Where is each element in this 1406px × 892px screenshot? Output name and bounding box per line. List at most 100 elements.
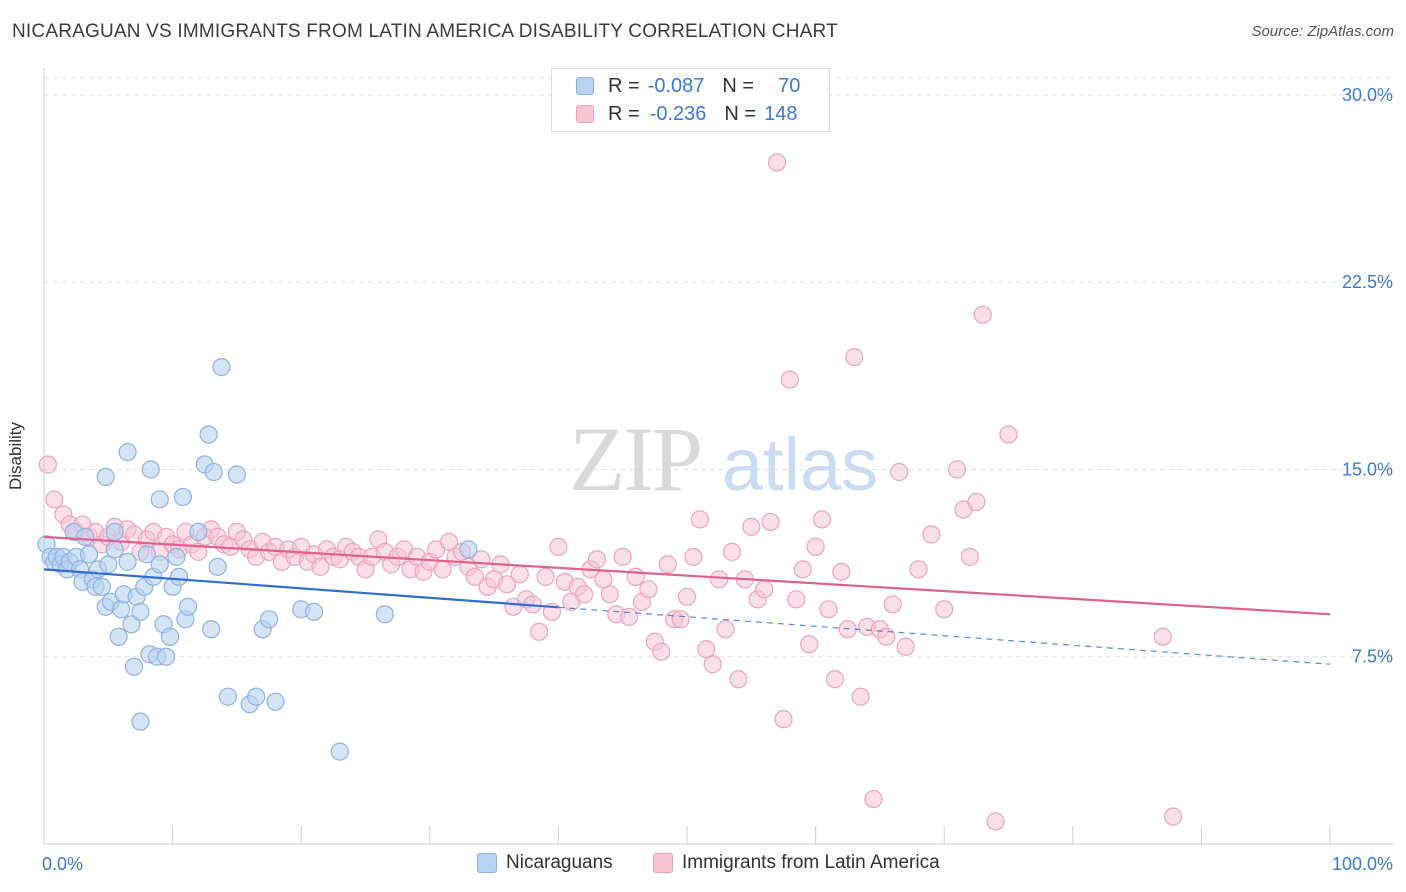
data-point-immigrants [620,607,639,626]
legend-swatch-pink [576,105,594,123]
y-tick-label: 7.5% [1352,647,1393,667]
data-point-nicaraguans [141,460,160,479]
data-point-nicaraguans [96,467,115,487]
legend-row-nicaraguans: R = -0.087 N = 70 [552,73,800,99]
trend-lines [43,535,1331,665]
data-point-nicaraguans [124,657,144,676]
data-point-nicaraguans [202,620,221,639]
data-point-immigrants [722,542,742,561]
data-point-immigrants [684,547,703,566]
data-point-immigrants [935,600,954,619]
data-point-nicaraguans [169,567,189,586]
data-point-immigrants [922,525,941,544]
axes [43,68,1393,845]
tick-labels: 7.5% 15.0% 22.5% 30.0% 0.0% 100.0% [42,85,1393,874]
points-immigrants-latin-america [38,153,1183,831]
data-point-immigrants [587,550,607,569]
data-point-immigrants [832,562,851,581]
legend-swatch-blue [576,77,594,95]
n-value: 70 [778,74,801,97]
data-point-nicaraguans [112,600,131,619]
data-point-immigrants [819,600,838,619]
watermark-atlas: atlas [722,423,878,506]
data-point-nicaraguans [199,425,218,444]
data-point-immigrants [845,348,864,367]
data-point-immigrants [787,590,806,609]
data-point-nicaraguans [459,540,478,559]
data-point-nicaraguans [160,627,180,646]
data-point-immigrants [549,537,568,556]
y-tick-label: 15.0% [1342,459,1393,479]
r-value: -0.236 [649,102,707,125]
trend-line-nicaraguans-extension [558,606,1331,665]
r-label: R = [608,74,640,97]
data-point-immigrants [439,532,459,551]
grid-lines [44,77,1393,658]
data-point-nicaraguans [173,487,192,507]
data-point-immigrants [690,510,709,529]
data-point-immigrants [767,153,787,172]
data-point-nicaraguans [330,742,349,761]
data-point-immigrants [967,492,986,512]
legend-item-immigrants[interactable]: Immigrants from Latin America [653,852,940,874]
data-point-immigrants [864,789,883,809]
data-point-nicaraguans [131,602,150,621]
data-point-nicaraguans [105,522,124,542]
data-point-immigrants [575,585,594,604]
data-point-nicaraguans [212,358,231,377]
correlation-legend: R = -0.087 N = 70 R = -0.236 N = 148 [551,68,830,132]
data-point-nicaraguans [375,605,394,624]
data-point-immigrants [909,560,928,579]
data-point-immigrants [1164,807,1183,826]
data-point-immigrants [613,547,632,566]
n-value: 148 [764,102,798,125]
data-point-nicaraguans [118,442,137,462]
data-point-immigrants [600,585,619,604]
data-point-immigrants [986,812,1005,831]
data-point-nicaraguans [99,555,118,574]
data-point-immigrants [960,547,980,566]
data-point-immigrants [806,537,825,556]
data-point-immigrants [999,425,1018,444]
data-point-immigrants [45,490,64,509]
data-point-immigrants [851,687,870,706]
data-point-nicaraguans [178,597,198,616]
data-point-immigrants [639,580,658,599]
data-point-immigrants [703,655,722,674]
data-point-immigrants [497,575,517,594]
x-tick-label: 0.0% [42,854,83,874]
data-point-nicaraguans [150,490,169,509]
y-tick-label: 22.5% [1342,272,1393,292]
data-point-immigrants [716,620,735,639]
data-point-immigrants [38,455,57,474]
watermark-zip: ZIP [569,408,701,510]
source-label: Source: ZipAtlas.com [1251,23,1394,40]
trend-line-immigrants [43,535,1331,616]
data-point-immigrants [838,620,857,639]
data-point-nicaraguans [109,627,128,646]
data-point-nicaraguans [150,555,169,574]
data-point-immigrants [652,642,671,661]
data-point-nicaraguans [259,610,279,629]
data-point-immigrants [671,610,690,629]
n-label: N = [724,102,757,125]
data-point-immigrants [761,512,780,532]
data-point-immigrants [1153,627,1172,646]
chart-title: NICARAGUAN VS IMMIGRANTS FROM LATIN AMER… [12,21,838,42]
data-point-immigrants [825,670,844,689]
data-point-immigrants [510,565,529,584]
legend-row-immigrants: R = -0.236 N = 148 [552,101,797,127]
legend-label-nicaraguans: Nicaraguans [506,852,613,873]
data-point-immigrants [883,595,902,614]
legend-item-nicaraguans[interactable]: Nicaraguans [477,852,613,874]
data-point-nicaraguans [227,465,246,484]
data-point-nicaraguans [189,522,208,542]
data-point-immigrants [433,560,452,579]
data-point-nicaraguans [122,615,141,634]
data-point-immigrants [947,460,967,479]
data-point-immigrants [793,560,812,579]
data-point-nicaraguans [218,687,237,706]
data-point-immigrants [755,580,774,599]
data-point-nicaraguans [204,462,223,482]
